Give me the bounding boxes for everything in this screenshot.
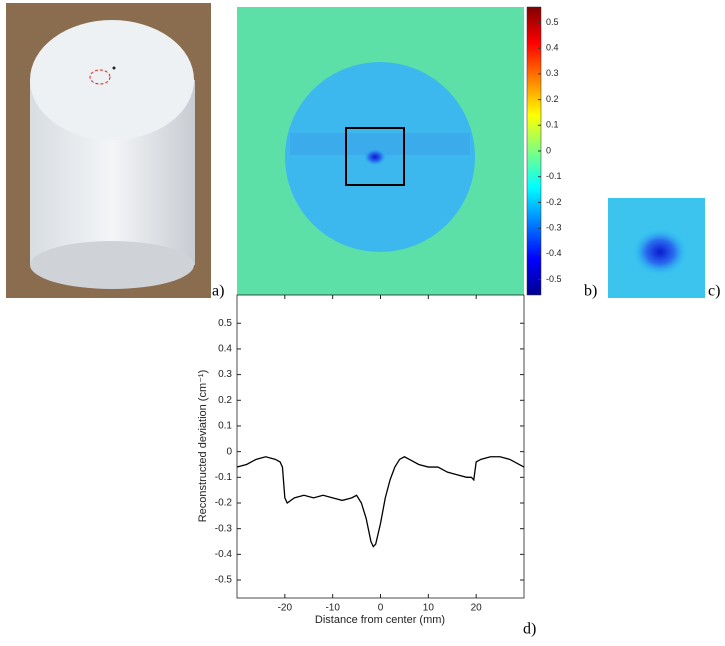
y-tick-label: 0.5 (218, 318, 232, 329)
x-axis-label: Distance from center (mm) (315, 614, 445, 626)
x-tick-label: 20 (471, 603, 483, 614)
panel-label: b) (584, 283, 597, 300)
x-tick-label: 0 (378, 603, 384, 614)
colorbar-tick-label: -0.3 (546, 223, 562, 233)
colorbar-tick-label: 0.5 (546, 17, 559, 27)
zoom-map (608, 198, 705, 298)
y-tick-label: -0.5 (215, 575, 233, 586)
y-tick-label: -0.3 (215, 523, 233, 534)
y-tick-label: -0.1 (215, 472, 233, 483)
colorbar-tick-label: 0.2 (546, 94, 559, 104)
colorbar-tick-label: -0.2 (546, 197, 562, 207)
panel-label: c) (708, 283, 720, 300)
data-line (236, 456, 525, 548)
colorbar-tick-label: -0.4 (546, 248, 562, 258)
colorbar-tick-label: 0.1 (546, 120, 559, 130)
y-tick-label: 0.3 (218, 369, 232, 380)
x-tick-label: 10 (423, 603, 435, 614)
x-tick-label: -20 (278, 603, 293, 614)
y-axis-label: Reconstructed deviation (cm⁻¹) (197, 370, 209, 523)
y-tick-label: 0.4 (218, 344, 232, 355)
colorbar-tick-label: -0.5 (546, 274, 562, 284)
colorbar-tick-label: 0 (546, 145, 551, 155)
reconstruction-map (237, 7, 524, 295)
colorbar-tick-label: 0.4 (546, 43, 559, 53)
plot-frame (236, 294, 525, 599)
y-tick-label: 0.2 (218, 395, 232, 406)
colorbar-tick-label: 0.3 (546, 68, 559, 78)
y-tick-label: -0.4 (215, 549, 233, 560)
panel-label: d) (523, 621, 536, 638)
y-tick-label: 0.1 (218, 421, 232, 432)
y-tick-label: -0.2 (215, 498, 233, 509)
photo (6, 3, 211, 298)
panel-label: a) (212, 283, 224, 300)
colorbar-tick-label: -0.1 (546, 171, 562, 181)
y-tick-label: 0 (226, 446, 232, 457)
x-tick-label: -10 (325, 603, 340, 614)
